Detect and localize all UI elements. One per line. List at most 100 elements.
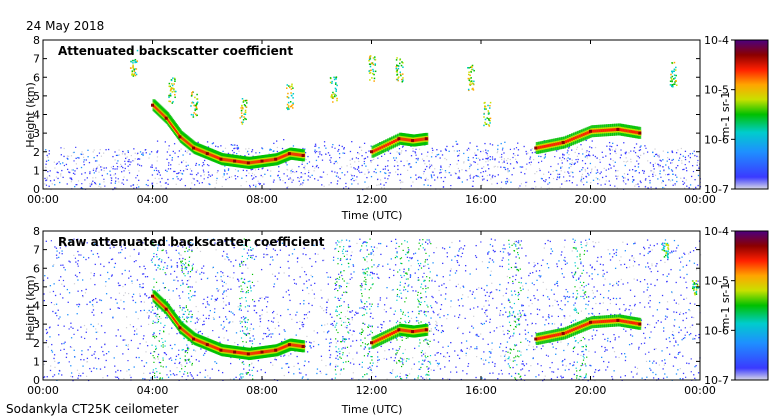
cloud-point bbox=[274, 157, 278, 161]
colorbar-unit-label: m-1 sr-1 bbox=[719, 283, 732, 329]
cloud-point bbox=[274, 348, 278, 352]
y-tick-label: 1 bbox=[33, 164, 40, 177]
cloud-point bbox=[397, 137, 401, 141]
backscatter-field bbox=[43, 238, 702, 382]
panel-raw-attenuated: Raw attenuated backscatter coefficient T… bbox=[24, 225, 769, 416]
colorbar: 10-7 10-6 10-5 10-4 m-1 sr-1 bbox=[704, 225, 769, 387]
cloud-point bbox=[561, 331, 565, 335]
cloud-point bbox=[151, 103, 154, 107]
y-tick-label: 7 bbox=[33, 244, 40, 257]
x-tick-label: 16:00 bbox=[465, 384, 497, 397]
y-tick-label: 2 bbox=[33, 146, 40, 159]
x-tick-label: 12:00 bbox=[356, 193, 388, 206]
date-label: 24 May 2018 bbox=[26, 19, 104, 33]
cloud-point bbox=[287, 152, 291, 156]
x-tick-label: 12:00 bbox=[356, 384, 388, 397]
cloud-point bbox=[178, 135, 182, 139]
x-tick-label: 20:00 bbox=[575, 384, 607, 397]
panel-attenuated: Attenuated backscatter coefficient Time … bbox=[24, 34, 769, 222]
cloud-point bbox=[370, 150, 373, 154]
x-tick-label: 00:00 bbox=[27, 193, 59, 206]
cloud-point bbox=[192, 146, 196, 150]
cloud-point bbox=[301, 344, 305, 348]
cloud-point bbox=[411, 330, 415, 334]
y-tick-label: 4 bbox=[33, 300, 40, 313]
cloud-point bbox=[616, 127, 620, 131]
backscatter-field bbox=[43, 49, 702, 191]
colorbar-unit-label: m-1 sr-1 bbox=[719, 92, 732, 138]
x-tick-label: 00:00 bbox=[684, 384, 716, 397]
cloud-point bbox=[424, 328, 428, 332]
plot-area bbox=[42, 39, 702, 191]
y-tick-label: 1 bbox=[33, 355, 40, 368]
cloud-point bbox=[424, 137, 428, 141]
y-tick-label: 5 bbox=[33, 281, 40, 294]
cloud-point bbox=[219, 157, 223, 161]
cloud-point bbox=[192, 337, 196, 341]
plot-frame bbox=[42, 39, 701, 190]
cloud-point bbox=[397, 328, 401, 332]
cloud-point bbox=[287, 343, 291, 347]
y-tick-label: 0 bbox=[33, 374, 40, 387]
panel-title: Raw attenuated backscatter coefficient bbox=[58, 235, 325, 249]
cloud-point bbox=[178, 326, 182, 330]
x-tick-label: 00:00 bbox=[27, 384, 59, 397]
cloud-layer bbox=[151, 99, 642, 169]
footer-label: Sodankyla CT25K ceilometer bbox=[6, 402, 178, 416]
cloud-point bbox=[638, 131, 642, 135]
cloud-point bbox=[233, 350, 237, 354]
cloud-point bbox=[561, 140, 565, 144]
cloud-layer bbox=[151, 290, 642, 360]
cloud-point bbox=[246, 161, 250, 165]
cloud-point bbox=[370, 341, 373, 345]
colorbar-gradient bbox=[734, 39, 769, 190]
colorbar-tick-label: 10-7 bbox=[704, 183, 729, 196]
cloud-point bbox=[589, 129, 592, 133]
x-tick-label: 08:00 bbox=[246, 193, 278, 206]
cloud-point bbox=[164, 307, 168, 311]
colorbar-tick-label: 10-7 bbox=[704, 374, 729, 387]
x-tick-label: 08:00 bbox=[246, 384, 278, 397]
cloud-point bbox=[589, 320, 592, 324]
panel-title: Attenuated backscatter coefficient bbox=[58, 44, 293, 58]
plot-area bbox=[42, 230, 702, 382]
x-tick-label: 04:00 bbox=[137, 384, 169, 397]
cloud-point bbox=[205, 152, 209, 156]
colorbar-tick-label: 10-6 bbox=[704, 133, 729, 146]
x-axis-label: Time (UTC) bbox=[341, 403, 403, 416]
y-tick-label: 3 bbox=[33, 127, 40, 140]
y-tick-label: 4 bbox=[33, 109, 40, 122]
x-tick-label: 20:00 bbox=[575, 193, 607, 206]
cloud-point bbox=[534, 146, 538, 150]
colorbar-tick-label: 10-4 bbox=[704, 34, 729, 47]
colorbar-gradient bbox=[734, 230, 769, 381]
x-axis-label: Time (UTC) bbox=[341, 209, 403, 222]
x-tick-label: 00:00 bbox=[684, 193, 716, 206]
x-tick-label: 16:00 bbox=[465, 193, 497, 206]
cloud-point bbox=[260, 350, 264, 354]
y-axis-label: Height (km) bbox=[24, 275, 37, 341]
y-tick-label: 8 bbox=[33, 225, 40, 238]
y-tick-label: 7 bbox=[33, 53, 40, 66]
y-tick-label: 2 bbox=[33, 337, 40, 350]
y-tick-label: 8 bbox=[33, 34, 40, 47]
colorbar-tick-label: 10-4 bbox=[704, 225, 729, 238]
cloud-point bbox=[233, 159, 237, 163]
cloud-point bbox=[219, 348, 223, 352]
cloud-point bbox=[205, 343, 209, 347]
cloud-point bbox=[260, 159, 264, 163]
cloud-point bbox=[151, 294, 154, 298]
cloud-point bbox=[246, 352, 250, 356]
x-tick-label: 04:00 bbox=[137, 193, 169, 206]
cloud-point bbox=[164, 116, 168, 120]
y-tick-label: 6 bbox=[33, 262, 40, 275]
y-axis-label: Height (km) bbox=[24, 82, 37, 148]
cloud-point bbox=[638, 322, 642, 326]
colorbar: 10-7 10-6 10-5 10-4 m-1 sr-1 bbox=[704, 34, 769, 196]
y-tick-label: 5 bbox=[33, 90, 40, 103]
colorbar-tick-label: 10-6 bbox=[704, 324, 729, 337]
y-tick-label: 3 bbox=[33, 318, 40, 331]
y-tick-label: 6 bbox=[33, 71, 40, 84]
cloud-point bbox=[301, 153, 305, 157]
